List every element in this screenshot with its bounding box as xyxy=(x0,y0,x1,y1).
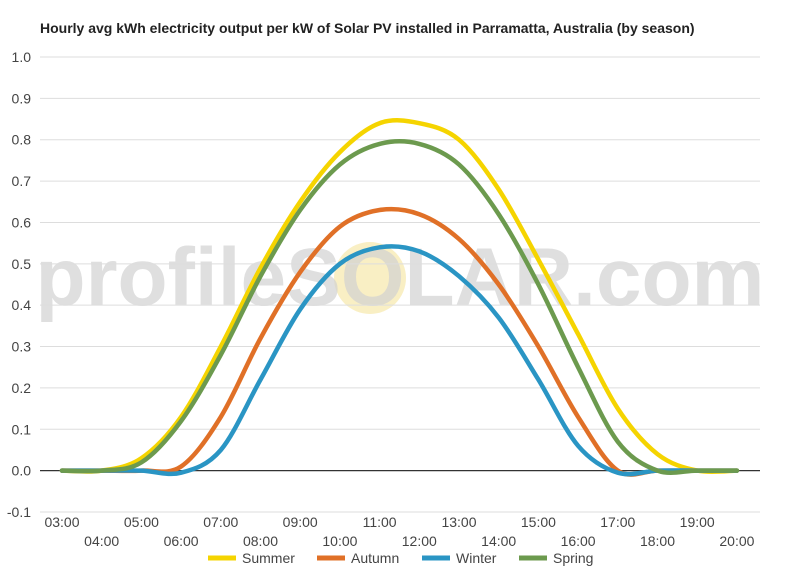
y-tick-label: 0.7 xyxy=(12,173,32,189)
x-tick-label: 10:00 xyxy=(322,533,357,549)
y-tick-label: 0.9 xyxy=(12,90,32,106)
x-tick-label: 17:00 xyxy=(600,514,635,530)
y-tick-label: 0.1 xyxy=(12,421,32,437)
x-tick-label: 08:00 xyxy=(243,533,278,549)
series-line-winter xyxy=(59,244,740,477)
y-tick-label: 0.8 xyxy=(12,132,32,148)
y-tick-label: -0.1 xyxy=(7,504,31,520)
legend-label-summer: Summer xyxy=(242,550,295,566)
x-tick-label: 06:00 xyxy=(164,533,199,549)
legend-label-spring: Spring xyxy=(553,550,593,566)
y-tick-label: 0.5 xyxy=(12,256,32,272)
x-tick-label: 13:00 xyxy=(441,514,476,530)
x-tick-label: 11:00 xyxy=(363,514,397,530)
y-tick-label: 0.0 xyxy=(12,463,32,479)
legend-layer: Summer Autumn Winter Spring xyxy=(208,550,593,566)
y-tick-label: 0.4 xyxy=(12,297,32,313)
x-tick-label: 15:00 xyxy=(521,514,556,530)
chart-title: Hourly avg kWh electricity output per kW… xyxy=(40,20,695,36)
y-tick-label: 0.6 xyxy=(12,214,32,230)
watermark-sun xyxy=(334,242,406,314)
legend-label-winter: Winter xyxy=(456,550,497,566)
watermark-layer: profileSOLAR.com xyxy=(36,232,765,323)
x-tick-label: 16:00 xyxy=(561,533,596,549)
series-line-spring xyxy=(59,139,740,476)
x-tick-label: 07:00 xyxy=(203,514,238,530)
series-line-summer xyxy=(59,118,740,475)
x-tick-label: 19:00 xyxy=(680,514,715,530)
x-tick-label: 18:00 xyxy=(640,533,675,549)
y-tick-layer: 1.0 0.9 0.8 0.7 0.6 0.5 0.4 0.3 0.2 0.1 0.0 -0.1 xyxy=(7,49,31,520)
x-tick-label: 20:00 xyxy=(719,533,754,549)
x-tick-label: 14:00 xyxy=(481,533,516,549)
grid-layer xyxy=(40,56,760,513)
y-tick-label: 1.0 xyxy=(12,49,32,65)
y-tick-label: 0.2 xyxy=(12,380,32,396)
x-tick-label: 05:00 xyxy=(124,514,159,530)
x-tick-label: 03:00 xyxy=(44,514,79,530)
x-tick-label: 12:00 xyxy=(402,533,437,549)
y-tick-label: 0.3 xyxy=(12,339,32,355)
x-tick-label: 04:00 xyxy=(84,533,119,549)
legend-label-autumn: Autumn xyxy=(351,550,399,566)
series-layer xyxy=(59,118,740,477)
x-tick-label: 09:00 xyxy=(283,514,318,530)
